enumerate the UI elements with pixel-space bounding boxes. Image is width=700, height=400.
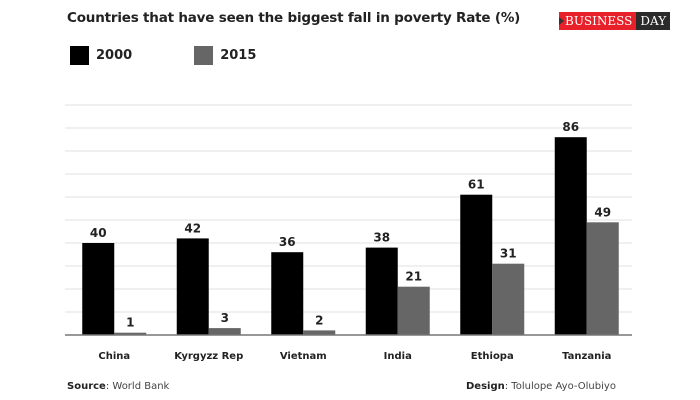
data-label: 21 — [405, 270, 422, 284]
legend: 2000 2015 — [70, 46, 318, 65]
bar-2000-tanzania — [554, 137, 587, 335]
design-credit: Design: Tolulope Ayo-Olubiyo — [466, 381, 616, 392]
data-label: 86 — [562, 120, 579, 134]
data-label: 61 — [468, 178, 485, 192]
bar-2015-ethiopa — [492, 263, 525, 335]
data-label: 38 — [373, 231, 390, 245]
bar-2015-kyrgyzz-rep — [208, 328, 241, 335]
bar-2000-kyrgyzz-rep — [176, 238, 209, 335]
x-tick-label: Ethiopa — [471, 351, 514, 362]
bar-2015-china — [114, 332, 147, 335]
x-tick-label: Tanzania — [562, 351, 611, 362]
source-label: Source — [67, 381, 106, 392]
data-label: 3 — [221, 311, 229, 325]
legend-item-2000: 2000 — [70, 46, 132, 65]
data-label: 42 — [184, 221, 201, 235]
chart-title: Countries that have seen the biggest fal… — [67, 10, 521, 26]
source-note: Source: World Bank — [67, 381, 169, 392]
x-tick-label: Vietnam — [280, 351, 327, 362]
design-label: Design — [466, 381, 505, 392]
bar-2015-tanzania — [586, 222, 619, 335]
design-value: : Tolulope Ayo-Olubiyo — [504, 381, 616, 392]
data-label: 40 — [90, 226, 107, 240]
legend-label-2000: 2000 — [96, 48, 133, 63]
data-label: 1 — [126, 316, 134, 330]
x-tick-label: China — [98, 351, 130, 362]
bar-2000-china — [82, 243, 115, 335]
legend-item-2015: 2015 — [194, 46, 256, 65]
bar-2015-vietnam — [303, 330, 336, 335]
data-label: 49 — [594, 205, 611, 219]
logo-day: DAY — [636, 12, 671, 30]
business-day-logo: BUSINESS DAY — [559, 12, 671, 30]
legend-label-2015: 2015 — [220, 48, 257, 63]
bar-2015-india — [397, 286, 430, 335]
bar-2000-vietnam — [271, 252, 304, 335]
legend-swatch-2000 — [70, 46, 89, 65]
bar-2000-india — [365, 247, 398, 335]
data-label: 36 — [279, 235, 296, 249]
data-label: 31 — [500, 247, 517, 261]
data-label: 2 — [315, 313, 323, 327]
logo-business: BUSINESS — [559, 12, 637, 30]
bar-2000-ethiopa — [460, 194, 493, 335]
x-tick-label: Kyrgyzz Rep — [174, 351, 243, 362]
source-value: : World Bank — [105, 381, 170, 392]
x-tick-label: India — [384, 351, 412, 362]
legend-swatch-2015 — [194, 46, 214, 65]
